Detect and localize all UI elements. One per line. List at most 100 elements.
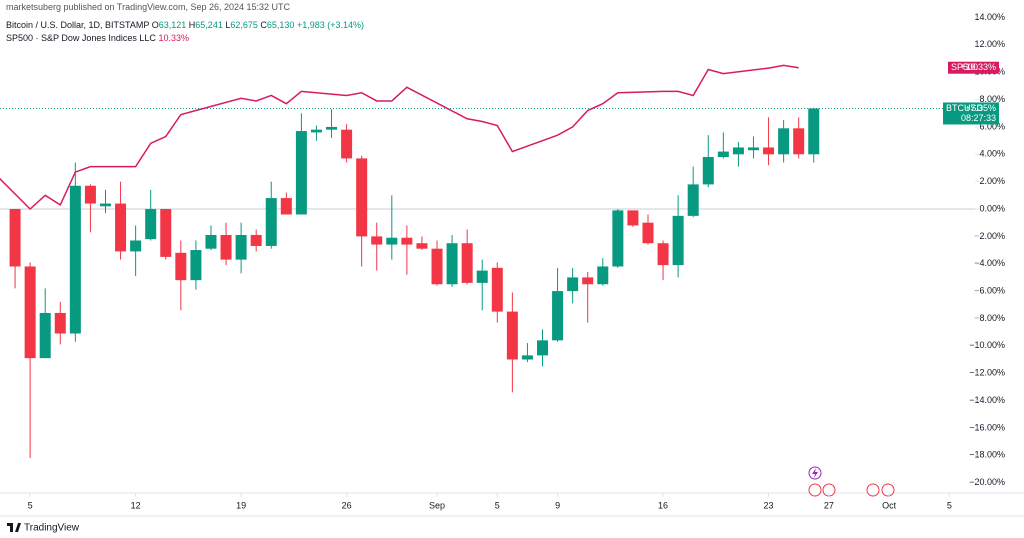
candle-body <box>265 198 277 246</box>
plot-area <box>0 64 975 458</box>
published-line: marketsuberg published on TradingView.co… <box>6 2 291 12</box>
x-tick-label: 23 <box>764 500 774 510</box>
y-tick-label: −16.00% <box>969 422 1005 432</box>
candle-body <box>310 129 322 133</box>
logo <box>7 523 21 532</box>
ohlc-key: O <box>151 20 159 30</box>
candle-body <box>341 129 353 159</box>
candle-body <box>446 243 458 285</box>
y-tick-label: −12.00% <box>969 368 1005 378</box>
compare-value: 10.33% <box>158 33 189 43</box>
candle-body <box>24 266 36 359</box>
y-tick-label: 2.00% <box>979 176 1005 186</box>
x-tick-label: 5 <box>495 500 500 510</box>
candle-body <box>521 355 533 360</box>
x-tick-label: 27 <box>824 500 834 510</box>
candle-body <box>612 210 624 267</box>
ohlc-value: 62,675 <box>230 20 258 30</box>
candle-body <box>732 147 744 155</box>
candle-body <box>356 158 368 237</box>
candle-body <box>778 128 790 155</box>
candle-body <box>642 222 654 244</box>
price-tag-value: +7.35% <box>965 103 996 113</box>
y-tick-label: 0.00% <box>979 203 1005 213</box>
candle-body <box>115 203 127 252</box>
compare-legend: SP500 · S&P Dow Jones Indices LLC 10.33% <box>6 33 189 43</box>
y-tick-label: −20.00% <box>969 477 1005 487</box>
y-tick-label: −18.00% <box>969 450 1005 460</box>
x-tick-label: 12 <box>131 500 141 510</box>
y-tick-label: −14.00% <box>969 395 1005 405</box>
ohlc-value: 65,130 <box>266 20 295 30</box>
x-tick-label: 26 <box>342 500 352 510</box>
candle-body <box>295 131 307 215</box>
candle-body <box>582 277 594 285</box>
line-tag-value: +10.33% <box>960 62 996 72</box>
sp500-line <box>0 64 799 211</box>
candle-body <box>763 147 775 155</box>
candle-body <box>99 203 111 207</box>
candle-body <box>235 235 247 260</box>
candle-body <box>747 147 759 151</box>
y-tick-label: 8.00% <box>979 94 1005 104</box>
footer-brand: TradingView <box>24 523 80 534</box>
candle-body <box>190 250 202 281</box>
x-tick-label: 16 <box>658 500 668 510</box>
ohlc-key: H <box>188 20 196 30</box>
y-tick-label: −10.00% <box>969 340 1005 350</box>
candle-body <box>431 248 443 285</box>
candle-body <box>84 185 96 204</box>
countdown: 08:27:33 <box>961 113 996 123</box>
y-tick-label: −4.00% <box>974 258 1005 268</box>
x-tick-label: 5 <box>947 500 952 510</box>
candle-body <box>672 215 684 266</box>
candle-body <box>175 252 187 281</box>
y-tick-label: 14.00% <box>974 12 1005 22</box>
candle-body <box>416 243 428 249</box>
candle-body <box>250 235 262 246</box>
candle-body <box>220 235 232 260</box>
candle-body <box>160 209 172 257</box>
candle-body <box>326 126 338 130</box>
change: +1,983 (+3.14%) <box>296 20 365 30</box>
candle-body <box>657 243 669 266</box>
candle-body <box>401 237 413 245</box>
ohlc-key: C <box>260 20 267 30</box>
candle-body <box>461 243 473 283</box>
candle-body <box>627 210 639 226</box>
candle-body <box>506 311 518 360</box>
ohlc-key: L <box>225 20 231 30</box>
candle-body <box>476 270 488 283</box>
line-tag-name: SP500 <box>951 62 978 72</box>
compare-name: SP500 · S&P Dow Jones Indices LLC <box>6 33 156 43</box>
y-tick-label: −2.00% <box>974 231 1005 241</box>
candle-body <box>9 209 21 267</box>
x-tick-label: 5 <box>28 500 33 510</box>
candle-body <box>567 277 579 292</box>
candle-body <box>687 184 699 216</box>
price-tag-name: BTCUSD <box>946 103 984 113</box>
x-tick-label: Sep <box>429 500 445 510</box>
candle-body <box>793 128 805 155</box>
y-tick-label: 4.00% <box>979 149 1005 159</box>
candle-body <box>145 209 157 240</box>
y-tick-label: −6.00% <box>974 285 1005 295</box>
line-tag <box>948 61 999 74</box>
candle-body <box>386 237 398 245</box>
candle-body <box>205 235 217 249</box>
y-tick-label: 12.00% <box>974 39 1005 49</box>
candle-body <box>54 312 66 334</box>
candle-body <box>597 266 609 285</box>
ohlc-value: 65,241 <box>195 20 223 30</box>
candle-body <box>39 312 51 359</box>
candle-body <box>130 240 142 252</box>
candle-body <box>702 157 714 185</box>
y-tick-label: 6.00% <box>979 121 1005 131</box>
candle-body <box>280 198 292 215</box>
event-icons <box>808 466 895 497</box>
candle-body <box>717 151 729 158</box>
candle-body <box>69 185 81 334</box>
symbol: Bitcoin / U.S. Dollar, 1D, BITSTAMP <box>6 20 150 30</box>
